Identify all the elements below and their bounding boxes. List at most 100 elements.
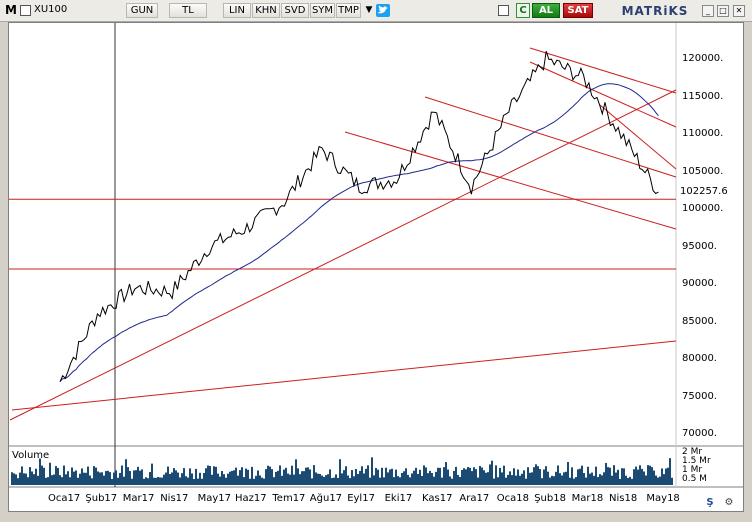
volume-bar (621, 468, 623, 485)
volume-bar (175, 470, 177, 485)
option-checkbox-1[interactable] (498, 5, 509, 16)
volume-tick-label: 1.5 Mr (682, 456, 711, 466)
chevron-down-icon[interactable]: ▼ (365, 5, 373, 15)
volume-bar (369, 477, 371, 485)
volume-bar (553, 476, 555, 485)
volume-bar (629, 476, 631, 485)
chart-panel[interactable] (8, 22, 744, 512)
volume-bar (281, 475, 283, 485)
volume-bar (381, 467, 383, 485)
volume-bar (225, 477, 227, 485)
time-tick-label: Şub18 (534, 493, 566, 504)
volume-bar (489, 464, 491, 485)
volume-bar (545, 466, 547, 485)
symbol-checkbox[interactable] (20, 5, 31, 16)
volume-bar (517, 469, 519, 485)
volume-bar (471, 471, 473, 485)
volume-bar (603, 472, 605, 485)
volume-bar (133, 470, 135, 485)
price-tick-label: 105000. (682, 165, 724, 177)
volume-bar (627, 478, 629, 485)
volume-bar (31, 471, 33, 485)
volume-bar (223, 474, 225, 485)
volume-bar (179, 477, 181, 485)
currency-button[interactable]: TL (169, 3, 207, 18)
volume-bar (597, 477, 599, 485)
volume-bar (197, 478, 199, 485)
price-tick-label: 100000. (682, 203, 724, 214)
svd-button[interactable]: SVD (281, 3, 309, 18)
volume-bar (15, 474, 17, 485)
volume-bar (389, 469, 391, 485)
tmp-button[interactable]: TMP (336, 3, 361, 18)
volume-bar (245, 468, 247, 485)
volume-bar (141, 469, 143, 485)
volume-bar (405, 468, 407, 485)
volume-bar (567, 461, 569, 485)
volume-bar (343, 470, 345, 485)
maximize-icon[interactable]: □ (717, 5, 729, 17)
volume-bar (187, 477, 189, 485)
period-button[interactable]: GUN (126, 3, 158, 18)
volume-bar (643, 471, 645, 485)
volume-bar (413, 470, 415, 485)
volume-bar (163, 474, 165, 485)
volume-bar (153, 477, 155, 485)
volume-bar (265, 469, 267, 485)
volume-bar (355, 469, 357, 485)
volume-bar (659, 476, 661, 485)
volume-bar (433, 476, 435, 485)
volume-bar (429, 470, 431, 485)
volume-bar (23, 473, 25, 485)
volume-bar (579, 468, 581, 485)
volume-bar (509, 471, 511, 485)
volume-bar (25, 473, 27, 485)
volume-bar (205, 468, 207, 485)
volume-bar (609, 467, 611, 485)
volume-bar (561, 475, 563, 485)
close-icon[interactable]: ✕ (733, 5, 745, 17)
volume-bar (165, 472, 167, 485)
volume-bar (371, 457, 373, 485)
linear-scale-button[interactable]: LIN (223, 3, 251, 18)
price-tick-label: 80000. (682, 353, 717, 364)
volume-bar (363, 473, 365, 485)
symbol-field[interactable]: XU100 (34, 4, 68, 15)
volume-bar (147, 478, 149, 485)
volume-bar (201, 478, 203, 485)
volume-bar (477, 477, 479, 485)
volume-bar (571, 467, 573, 485)
scroll-icon[interactable]: Ş (706, 497, 714, 508)
settings-icon[interactable]: ⚙ (724, 497, 734, 508)
volume-bar (411, 473, 413, 485)
volume-bar (253, 478, 255, 485)
volume-bar (273, 477, 275, 485)
volume-bar (457, 474, 459, 485)
volume-bar (585, 477, 587, 485)
volume-bar (329, 469, 331, 485)
sell-button[interactable]: SAT (563, 3, 593, 18)
volume-bar (151, 463, 153, 485)
volume-bar (53, 474, 55, 485)
buy-button[interactable]: AL (532, 3, 560, 18)
volume-tick-label: 2 Mr (682, 447, 703, 457)
volume-bar (115, 470, 117, 485)
time-tick-label: Nis18 (609, 493, 638, 504)
volume-bar (185, 476, 187, 485)
volume-bar (501, 472, 503, 485)
volume-bar (249, 478, 251, 485)
volume-bar (155, 477, 157, 485)
volume-bar (527, 467, 529, 485)
khn-button[interactable]: KHN (252, 3, 280, 18)
volume-bar (159, 477, 161, 485)
volume-bar (625, 475, 627, 485)
refresh-icon[interactable]: C (516, 3, 530, 18)
volume-bar (529, 472, 531, 485)
volume-bar (667, 467, 669, 485)
volume-bar (547, 471, 549, 485)
volume-bar (69, 477, 71, 485)
minimize-icon[interactable]: _ (702, 5, 714, 17)
volume-bar (495, 465, 497, 485)
sym-button[interactable]: SYM (310, 3, 335, 18)
